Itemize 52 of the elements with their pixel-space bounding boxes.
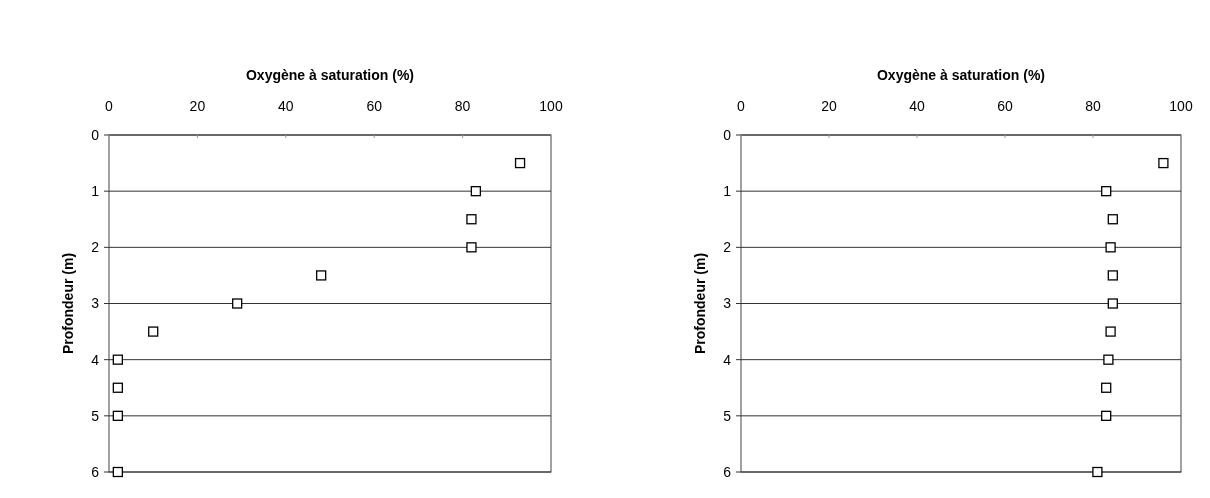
point (148, 326, 159, 337)
point (112, 382, 123, 393)
x-tick-label: 40 (909, 98, 925, 114)
x-tick-label: 80 (1085, 98, 1101, 114)
y-tick-label: 6 (91, 463, 100, 480)
point (514, 157, 526, 169)
y-axis-title: Profondeur (m) (692, 252, 708, 355)
y-tick-label: 6 (723, 463, 732, 480)
point (112, 354, 123, 365)
point (1092, 466, 1103, 478)
x-tick-label: 40 (278, 98, 294, 114)
x-tick-label: 0 (105, 98, 114, 114)
point (1101, 410, 1112, 421)
point (1107, 298, 1118, 309)
x-tick-label: 20 (821, 98, 837, 114)
y-tick-label: 3 (723, 295, 732, 312)
y-axis-title: Profondeur (m) (60, 252, 76, 355)
y-tick-label: 3 (91, 295, 100, 312)
y-tick-label: 4 (91, 351, 100, 368)
y-tick-label: 1 (91, 183, 100, 200)
point (470, 186, 482, 197)
point (1101, 382, 1112, 393)
point (316, 270, 327, 281)
x-tick-label: 60 (366, 98, 383, 114)
point (1107, 270, 1118, 281)
point (466, 214, 477, 225)
point (1105, 326, 1116, 337)
y-tick-label: 5 (723, 407, 732, 424)
point (112, 466, 123, 478)
y-tick-label: 4 (723, 351, 732, 368)
y-tick-label: 0 (723, 126, 732, 143)
x-axis-title: Oxygène à saturation (%) (245, 67, 415, 83)
point (112, 410, 123, 421)
y-tick-label: 1 (723, 183, 732, 200)
x-tick-label: 20 (189, 98, 206, 114)
x-axis-title: Oxygène à saturation (%) (876, 67, 1046, 83)
point (1103, 354, 1114, 365)
y-tick-label: 2 (91, 239, 100, 256)
point (232, 298, 243, 309)
point (1105, 242, 1116, 253)
y-tick-label: 0 (91, 126, 100, 143)
x-tick-label: 60 (997, 98, 1013, 114)
x-tick-label: 100 (539, 98, 563, 114)
point (1107, 214, 1118, 225)
y-tick-label: 2 (723, 239, 732, 256)
point (1158, 157, 1169, 169)
x-tick-label: 100 (1169, 98, 1193, 114)
x-tick-label: 80 (454, 98, 471, 114)
point (466, 242, 477, 253)
x-tick-label: 0 (737, 98, 746, 114)
y-tick-label: 5 (91, 407, 100, 424)
point (1101, 186, 1112, 197)
